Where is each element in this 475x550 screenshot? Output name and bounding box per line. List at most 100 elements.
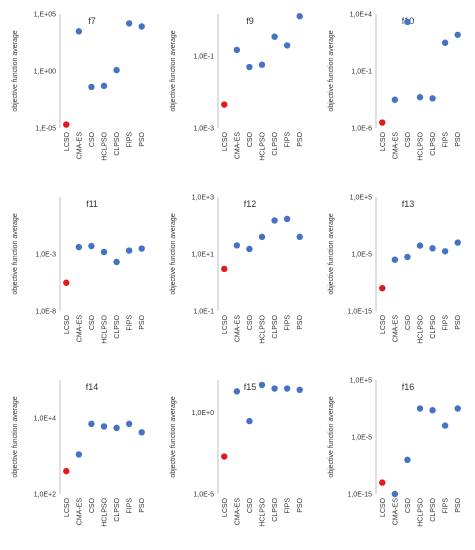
x-category-label: CLPSO bbox=[272, 131, 279, 155]
y-tick-label: 1,0E-8 bbox=[35, 309, 56, 316]
chart-svg-f7: 1,E+05 1,E+00 1,E-05 objective function ave… bbox=[12, 12, 146, 161]
x-category-label: CMA-ES bbox=[76, 132, 83, 160]
x-category-label: FIPS bbox=[285, 315, 292, 331]
x-category-label: PSO bbox=[455, 497, 462, 512]
chart-title: f14 bbox=[86, 382, 99, 392]
data-point-CSO bbox=[88, 242, 95, 250]
chart-svg-f9: 1,0E-1 1,0E-3 objective function average f9… bbox=[170, 13, 304, 161]
x-category-label: PSO bbox=[139, 131, 146, 146]
x-category-label: CMA-ES bbox=[76, 315, 83, 343]
data-point-PSO bbox=[138, 429, 145, 436]
data-point-PSO bbox=[138, 23, 145, 30]
chart-panel-f13: 1,0E+5 1,0E-5 1,0E-15 objective function av… bbox=[316, 183, 474, 366]
y-tick-label: 1,0E+1 bbox=[192, 252, 214, 259]
x-category-label: FIPS bbox=[127, 132, 134, 148]
x-category-label: HCLPSO bbox=[260, 314, 267, 343]
y-tick-label: 1,0E+5 bbox=[350, 378, 372, 385]
y-tick-label: 1,0E-1 bbox=[193, 309, 214, 316]
x-category-label: HCLPSO bbox=[418, 314, 425, 343]
data-point-CMA-ES bbox=[233, 242, 241, 249]
x-category-label: CLPSO bbox=[430, 314, 437, 338]
chart-panel-f12: 1,0E+3 1,0E+1 1,0E-1 objective function ave… bbox=[158, 183, 316, 366]
y-axis-title: objective function average bbox=[12, 396, 19, 477]
chart-svg-f16: 1,0E+5 1,0E-5 1,0E-15 objective function av… bbox=[328, 378, 462, 527]
x-category-label: LCSO bbox=[380, 497, 387, 517]
x-category-label: CMA-ES bbox=[76, 498, 83, 526]
x-category-label: PSO bbox=[297, 497, 304, 512]
data-point-CMA-ES bbox=[75, 451, 83, 458]
x-category-label: CSO bbox=[405, 497, 412, 513]
x-category-label: HCLPSO bbox=[260, 131, 267, 160]
data-point-CMA-ES bbox=[233, 46, 241, 54]
y-axis-title: objective function average bbox=[170, 396, 177, 477]
x-category-label: CSO bbox=[89, 314, 96, 330]
data-point-CSO bbox=[404, 456, 411, 463]
data-point-CMA-ES bbox=[75, 243, 83, 251]
data-point-CLPSO bbox=[113, 66, 120, 74]
data-point-PSO bbox=[454, 31, 461, 38]
data-point-CMA-ES bbox=[75, 28, 83, 35]
data-point-HCLPSO bbox=[416, 242, 424, 249]
x-category-label: CMA-ES bbox=[234, 315, 241, 343]
data-point-HCLPSO bbox=[416, 94, 424, 101]
x-category-label: LCSO bbox=[64, 497, 71, 517]
data-point-PSO bbox=[296, 13, 303, 20]
data-point-PSO bbox=[296, 233, 303, 241]
chart-panel-f16: 1,0E+5 1,0E-5 1,0E-15 objective function av… bbox=[316, 366, 474, 549]
data-point-CMA-ES bbox=[391, 256, 399, 263]
chart-title: f13 bbox=[402, 199, 415, 209]
data-point-FIPS bbox=[283, 385, 291, 392]
y-tick-label: 1,0E-6 bbox=[351, 126, 372, 133]
x-category-label: CLPSO bbox=[272, 497, 279, 521]
data-point-CSO bbox=[404, 18, 411, 26]
y-tick-label: 1,0E+5 bbox=[350, 195, 372, 202]
y-tick-label: 1,0E-5 bbox=[193, 492, 214, 499]
x-category-label: CMA-ES bbox=[392, 315, 399, 343]
y-axis-title: objective function average bbox=[328, 213, 335, 294]
data-point-LCSO bbox=[221, 101, 228, 108]
chart-title: f15 bbox=[244, 382, 257, 392]
x-category-label: CLPSO bbox=[114, 314, 121, 338]
x-category-label: FIPS bbox=[127, 315, 134, 331]
y-tick-label: 1,0E-5 bbox=[351, 435, 372, 442]
data-point-CSO bbox=[404, 253, 411, 261]
y-tick-label: 1,0E+2 bbox=[34, 492, 56, 499]
data-point-LCSO bbox=[63, 467, 70, 475]
y-tick-label: 1,0E+4 bbox=[350, 12, 372, 19]
x-category-label: CLPSO bbox=[114, 131, 121, 155]
x-category-label: HCLPSO bbox=[102, 314, 109, 343]
data-point-CLPSO bbox=[271, 385, 278, 392]
data-point-CSO bbox=[88, 83, 95, 91]
chart-title: f9 bbox=[246, 16, 254, 26]
data-point-FIPS bbox=[441, 422, 449, 429]
x-category-label: LCSO bbox=[380, 314, 387, 334]
x-category-label: CLPSO bbox=[272, 314, 279, 338]
data-point-CLPSO bbox=[429, 407, 436, 414]
x-category-label: LCSO bbox=[222, 314, 229, 334]
x-category-label: FIPS bbox=[443, 315, 450, 331]
x-category-label: LCSO bbox=[222, 497, 229, 517]
data-point-CSO bbox=[246, 417, 253, 425]
data-point-HCLPSO bbox=[100, 423, 108, 430]
chart-svg-f10: 1,0E+4 1,0E-1 1,0E-6 objective function ave… bbox=[328, 12, 462, 161]
x-category-label: PSO bbox=[297, 131, 304, 146]
data-point-FIPS bbox=[441, 39, 449, 46]
chart-svg-f14: 1,0E+4 1,0E+2 objective function average f1… bbox=[12, 380, 146, 527]
x-category-label: CLPSO bbox=[430, 131, 437, 155]
data-point-LCSO bbox=[379, 285, 386, 292]
x-category-label: FIPS bbox=[443, 498, 450, 514]
data-point-CLPSO bbox=[271, 217, 278, 224]
y-tick-label: 1,0E-5 bbox=[351, 252, 372, 259]
chart-title: f16 bbox=[402, 382, 415, 392]
data-point-LCSO bbox=[63, 121, 70, 128]
data-point-CLPSO bbox=[271, 33, 278, 40]
data-point-LCSO bbox=[63, 279, 70, 286]
x-category-label: FIPS bbox=[285, 498, 292, 514]
data-point-CLPSO bbox=[113, 424, 120, 432]
x-category-label: CMA-ES bbox=[234, 132, 241, 160]
y-tick-label: 1,0E-1 bbox=[193, 54, 214, 61]
data-point-LCSO bbox=[221, 453, 228, 460]
y-tick-label: 1,0E-3 bbox=[35, 252, 56, 259]
x-category-label: PSO bbox=[139, 497, 146, 512]
